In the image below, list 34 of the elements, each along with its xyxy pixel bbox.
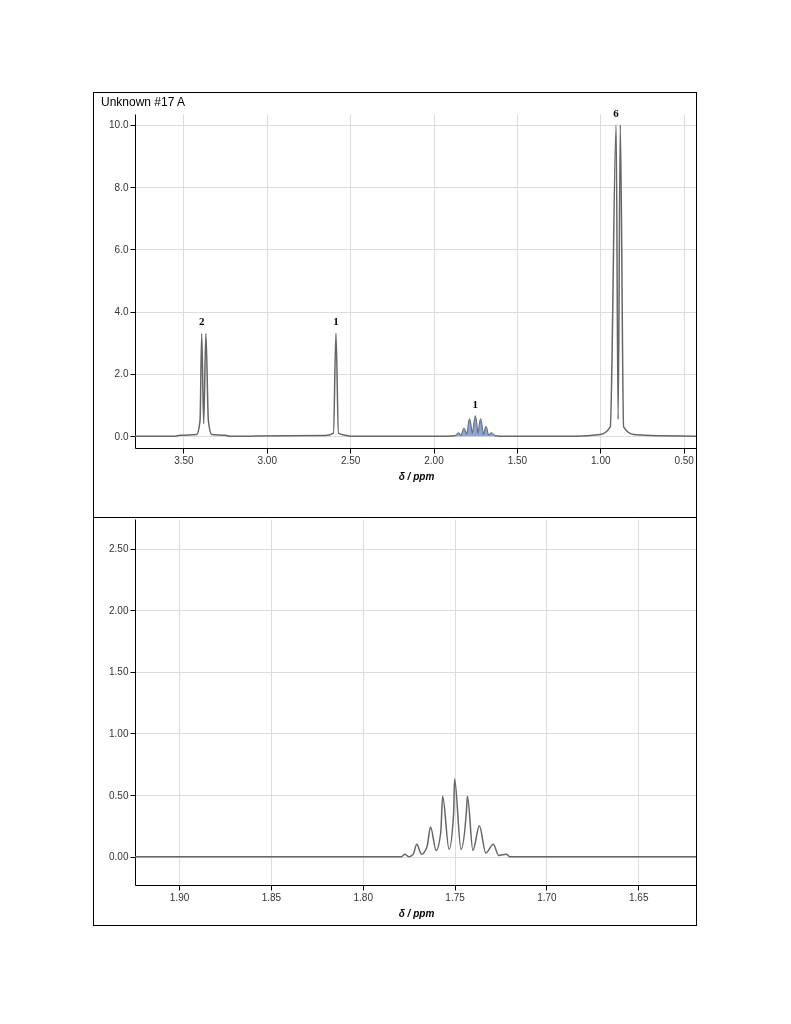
line-series bbox=[135, 124, 696, 437]
y-tick-label: 1.50 bbox=[109, 666, 129, 678]
annotation: 1 bbox=[333, 315, 339, 328]
y-tick-label: 2.00 bbox=[109, 604, 129, 616]
x-axis-title: δ / ppm bbox=[398, 470, 435, 482]
y-tick-label: 6.0 bbox=[114, 243, 129, 255]
x-tick-label: 3.50 bbox=[174, 454, 195, 466]
x-axis-title: δ / ppm bbox=[398, 907, 435, 919]
y-tick-label: 8.0 bbox=[114, 181, 129, 193]
x-tick-label: 1.75 bbox=[445, 891, 466, 903]
y-tick-label: 2.0 bbox=[114, 368, 129, 380]
x-tick-label: 1.00 bbox=[591, 454, 611, 466]
x-tick-label: 2.50 bbox=[340, 454, 361, 466]
x-tick-label: 1.80 bbox=[353, 891, 374, 903]
line-series bbox=[135, 778, 696, 858]
x-tick-label: 3.00 bbox=[257, 454, 278, 466]
x-tick-label: 1.65 bbox=[628, 891, 649, 903]
y-tick-label: 1.00 bbox=[109, 727, 129, 739]
y-tick-label: 4.0 bbox=[114, 306, 129, 318]
y-tick-label: 0.50 bbox=[109, 789, 129, 801]
chart-title: Unknown #17 A bbox=[101, 95, 186, 109]
x-tick-label: 1.90 bbox=[169, 891, 190, 903]
annotation: 6 bbox=[613, 106, 620, 119]
x-tick-label: 0.50 bbox=[674, 454, 695, 466]
x-tick-label: 1.70 bbox=[537, 891, 558, 903]
annotation: 1 bbox=[472, 397, 479, 410]
x-tick-label: 1.50 bbox=[507, 454, 528, 466]
y-tick-label: 10.0 bbox=[109, 119, 129, 131]
y-tick-label: 0.0 bbox=[114, 430, 129, 442]
y-tick-label: 2.50 bbox=[109, 543, 129, 555]
annotation: 2 bbox=[198, 315, 205, 328]
x-tick-label: 1.85 bbox=[261, 891, 282, 903]
y-tick-label: 0.00 bbox=[109, 851, 129, 863]
x-tick-label: 2.00 bbox=[424, 454, 445, 466]
